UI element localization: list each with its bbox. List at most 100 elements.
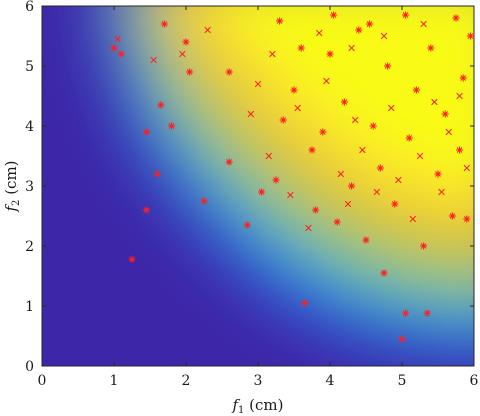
asterisk-marker (312, 206, 320, 214)
asterisk-marker (200, 197, 208, 205)
y-tick-label: 0 (25, 359, 34, 375)
cross-marker (287, 191, 294, 199)
axis-tick-labels: 0 1 2 3 4 5 6 0 1 2 3 4 5 6 (25, 0, 478, 389)
cross-marker (351, 116, 359, 124)
asterisk-marker (319, 128, 327, 136)
asterisk-marker (452, 14, 460, 22)
cross-marker (431, 98, 438, 106)
asterisk-marker (301, 299, 309, 307)
asterisk-marker (376, 164, 384, 172)
cross-marker (114, 35, 121, 43)
asterisk-marker (110, 44, 118, 52)
asterisk-marker (420, 242, 428, 250)
cross-marker (445, 128, 453, 136)
cross-marker (305, 224, 312, 232)
y-tick-label: 5 (25, 59, 34, 75)
asterisk-marker (456, 146, 464, 154)
asterisk-marker (279, 116, 287, 124)
asterisk-marker (459, 74, 467, 82)
asterisk-marker (153, 170, 161, 178)
x-axis-label: f1 (cm) (231, 396, 283, 416)
x-tick-label: 5 (398, 373, 407, 389)
cross-marker (420, 20, 427, 28)
asterisk-marker (142, 206, 150, 214)
axis-ticks (41, 5, 475, 367)
scatter-points (110, 11, 474, 343)
asterisk-marker (330, 11, 338, 19)
asterisk-marker (369, 122, 377, 130)
asterisk-marker (380, 269, 388, 277)
asterisk-marker (441, 110, 449, 118)
asterisk-marker (348, 182, 356, 190)
asterisk-marker (272, 176, 280, 184)
cross-marker (456, 92, 463, 100)
asterisk-marker (412, 86, 420, 94)
asterisk-marker (142, 128, 150, 136)
x-tick-label: 3 (254, 373, 263, 389)
asterisk-marker (297, 44, 305, 52)
asterisk-marker (117, 50, 125, 58)
asterisk-marker (434, 170, 442, 178)
asterisk-marker (384, 62, 392, 70)
asterisk-marker (466, 32, 474, 40)
cross-marker (359, 146, 366, 154)
asterisk-marker (402, 309, 410, 317)
asterisk-marker (405, 134, 413, 142)
asterisk-marker (168, 122, 176, 130)
cross-marker (380, 32, 388, 40)
cross-marker (150, 56, 157, 64)
y-tick-label: 2 (25, 239, 34, 255)
cross-marker (463, 164, 471, 172)
x-tick-label: 0 (38, 373, 47, 389)
asterisk-marker (258, 188, 266, 196)
asterisk-marker (225, 68, 233, 76)
asterisk-marker (290, 86, 298, 94)
cross-marker (409, 215, 417, 223)
asterisk-marker (427, 44, 435, 52)
asterisk-marker (186, 68, 194, 76)
cross-marker (247, 110, 255, 118)
cross-marker (294, 104, 301, 112)
cross-marker (269, 50, 276, 58)
asterisk-marker (448, 212, 456, 220)
asterisk-marker (157, 101, 165, 109)
cross-marker (265, 152, 273, 160)
asterisk-marker (362, 236, 370, 244)
asterisk-marker (308, 146, 316, 154)
asterisk-marker (402, 11, 410, 19)
asterisk-marker (243, 221, 251, 229)
asterisk-marker (160, 20, 168, 28)
cross-marker (254, 80, 262, 88)
asterisk-marker (333, 218, 341, 226)
x-tick-label: 2 (182, 373, 191, 389)
y-tick-label: 4 (25, 119, 34, 135)
asterisk-marker (355, 26, 363, 34)
asterisk-marker (340, 98, 348, 106)
heatmap-background (42, 6, 474, 366)
asterisk-marker (366, 20, 374, 28)
x-tick-label: 1 (110, 373, 119, 389)
cross-marker (416, 152, 424, 160)
y-tick-label: 6 (25, 0, 34, 15)
cross-marker (395, 176, 402, 184)
cross-marker (344, 200, 352, 208)
asterisk-marker (463, 215, 471, 223)
x-tick-label: 6 (470, 373, 479, 389)
asterisk-marker (182, 38, 190, 46)
cross-marker (348, 44, 355, 52)
asterisk-marker (225, 158, 233, 166)
asterisk-marker (128, 255, 136, 263)
cross-marker (315, 29, 323, 37)
cross-marker (373, 188, 381, 196)
y-tick-label: 1 (25, 299, 34, 315)
cross-marker (179, 50, 186, 58)
cross-marker (204, 26, 211, 34)
cross-marker (387, 104, 395, 112)
asterisk-marker (423, 309, 431, 317)
cross-marker (323, 77, 330, 85)
asterisk-marker (391, 200, 399, 208)
y-tick-label: 3 (25, 179, 34, 195)
asterisk-marker (326, 50, 334, 58)
cross-marker (337, 170, 345, 178)
